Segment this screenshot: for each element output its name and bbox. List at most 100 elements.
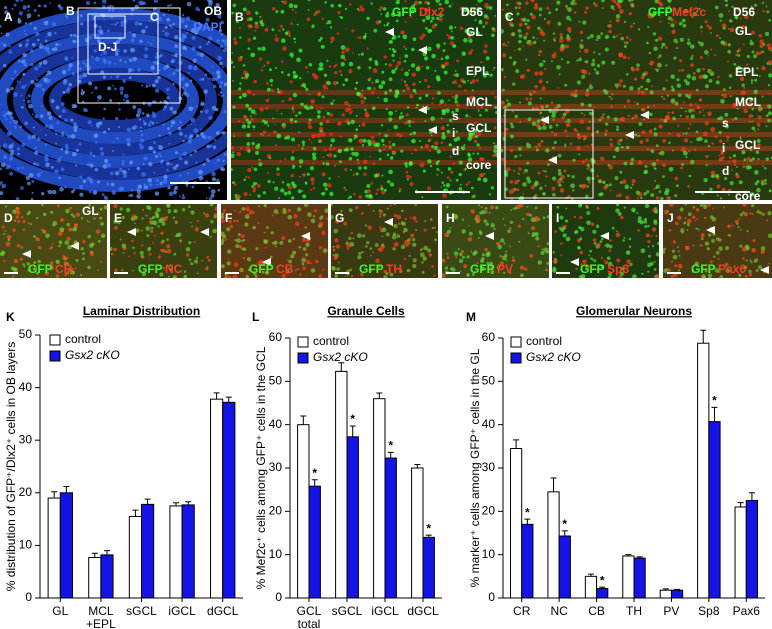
cell	[735, 53, 739, 57]
cell	[162, 29, 165, 32]
cell	[404, 121, 408, 125]
cell	[351, 110, 353, 113]
cell	[5, 88, 11, 93]
cell	[585, 6, 589, 10]
error-bar	[587, 573, 594, 577]
cell	[208, 196, 213, 200]
cell	[721, 187, 726, 192]
cell	[10, 86, 14, 91]
cell	[102, 75, 107, 79]
cell	[611, 60, 616, 65]
cell	[393, 204, 397, 206]
bar	[584, 575, 598, 599]
cell	[137, 111, 141, 115]
cell	[535, 145, 538, 148]
cell	[239, 82, 242, 85]
cell	[562, 226, 566, 230]
cell	[618, 0, 624, 4]
cell	[616, 86, 619, 89]
cell	[253, 212, 255, 214]
cell	[749, 41, 754, 46]
cell	[366, 47, 369, 50]
cell	[506, 99, 509, 102]
cell	[751, 14, 754, 17]
cell	[438, 17, 443, 22]
cell	[648, 129, 653, 134]
cell	[249, 115, 252, 118]
cell	[728, 156, 732, 160]
cell	[266, 171, 270, 174]
cell	[113, 62, 116, 65]
cell	[670, 74, 676, 79]
cell	[529, 97, 533, 101]
cell	[8, 45, 11, 48]
cell	[726, 135, 730, 139]
cell	[82, 252, 86, 255]
cell	[618, 275, 623, 278]
cell	[308, 118, 312, 122]
cell	[16, 210, 21, 215]
cell	[0, 32, 3, 35]
image-text: Mef2c	[672, 5, 706, 19]
micrograph	[663, 204, 772, 278]
cell	[388, 77, 393, 82]
panel-label: G	[335, 211, 344, 225]
cell	[347, 121, 351, 125]
cell	[492, 153, 496, 158]
cell	[446, 33, 449, 37]
cell	[488, 193, 492, 196]
cell	[139, 145, 144, 150]
cell	[150, 43, 153, 46]
cell	[242, 256, 246, 260]
cell	[67, 67, 71, 71]
cell	[705, 164, 708, 167]
cell	[509, 56, 512, 59]
cell	[49, 265, 55, 271]
cell	[700, 244, 703, 247]
cell	[674, 264, 678, 268]
cell	[41, 192, 45, 196]
cell	[509, 220, 514, 224]
cell	[57, 205, 60, 208]
cell	[553, 39, 556, 42]
cell	[769, 63, 772, 66]
cell	[436, 16, 440, 21]
cell	[52, 221, 58, 226]
cell	[18, 43, 23, 48]
cell	[112, 5, 115, 8]
cell	[587, 36, 590, 40]
cell	[685, 115, 689, 119]
cell	[648, 51, 652, 55]
cell	[121, 162, 125, 166]
cell	[592, 229, 597, 234]
cell	[98, 25, 102, 29]
cell	[311, 152, 316, 157]
cell	[238, 95, 243, 99]
cell	[363, 97, 367, 100]
cell	[522, 217, 525, 221]
cell	[389, 272, 394, 277]
cell	[531, 121, 537, 127]
cell	[745, 165, 751, 170]
cell	[514, 180, 519, 185]
cell	[538, 49, 543, 54]
cell	[652, 11, 656, 16]
cell	[426, 248, 432, 253]
cell	[95, 33, 100, 39]
cell	[524, 267, 528, 271]
cell	[341, 113, 345, 117]
cell	[756, 210, 760, 214]
bar	[734, 506, 747, 599]
cell	[101, 0, 107, 4]
cell	[240, 234, 245, 239]
cell	[92, 17, 96, 20]
cell	[12, 209, 17, 214]
cell	[214, 206, 217, 212]
cell	[82, 240, 86, 244]
cell	[552, 118, 555, 121]
cell	[451, 147, 456, 152]
cell	[206, 144, 211, 149]
cell	[360, 52, 364, 56]
cell	[160, 155, 163, 158]
cell	[34, 114, 39, 119]
